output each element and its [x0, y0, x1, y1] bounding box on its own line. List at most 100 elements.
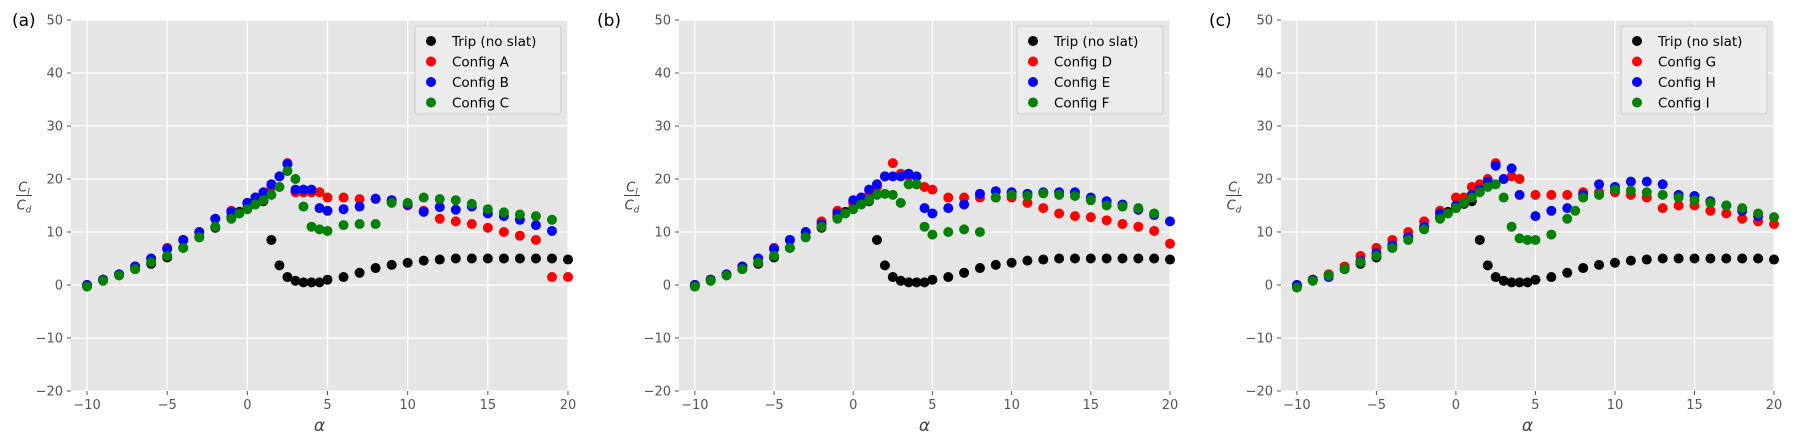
x-tick-label: −10 — [681, 398, 708, 413]
data-point — [974, 263, 985, 274]
y-tick-label: 50 — [46, 14, 63, 29]
data-point — [322, 274, 333, 285]
data-point — [1085, 195, 1096, 206]
data-point — [226, 213, 237, 224]
y-tick-label: 40 — [46, 67, 63, 82]
data-point — [974, 227, 985, 237]
data-point — [1506, 171, 1517, 182]
data-point — [1657, 189, 1668, 200]
x-tick-label: 15 — [1083, 398, 1100, 413]
data-point — [1022, 190, 1033, 201]
x-axis-label: α — [919, 416, 930, 436]
data-point — [1165, 254, 1175, 265]
panel-label: (a) — [12, 11, 36, 31]
data-point — [354, 267, 365, 278]
legend-entry: Config E — [1054, 75, 1110, 91]
data-point — [546, 214, 557, 225]
legend-entry: Config A — [452, 55, 510, 71]
data-point — [1085, 212, 1096, 223]
data-point — [290, 174, 301, 184]
data-point — [1387, 242, 1398, 253]
data-point — [1673, 200, 1684, 211]
y-label-denominator: Cd — [17, 199, 32, 216]
data-point — [563, 254, 573, 265]
legend-entry: Config I — [1658, 96, 1710, 112]
data-point — [1490, 272, 1501, 283]
data-point — [879, 171, 890, 182]
legend-entry: Trip (no slat) — [1657, 34, 1742, 50]
data-point — [338, 272, 349, 283]
data-point — [1514, 174, 1525, 184]
data-point — [1498, 275, 1509, 286]
data-point — [864, 184, 875, 195]
data-point — [1625, 176, 1636, 187]
data-point — [314, 187, 325, 198]
x-tick-label: 15 — [1686, 398, 1703, 413]
x-tick-label: 20 — [560, 398, 577, 413]
data-point — [306, 221, 317, 232]
data-point — [990, 259, 1001, 270]
data-point — [1721, 253, 1732, 264]
data-point — [1530, 189, 1541, 200]
data-point — [895, 197, 906, 208]
data-point — [769, 243, 780, 254]
data-point — [1474, 234, 1485, 245]
data-point — [1530, 274, 1541, 285]
data-point — [705, 275, 716, 286]
y-tick-label: 0 — [663, 279, 671, 294]
data-point — [162, 250, 173, 261]
y-label-numerator: Cl — [1228, 181, 1240, 198]
x-tick-label: 0 — [1452, 398, 1460, 413]
data-point — [1149, 208, 1160, 219]
y-tick-label: 20 — [46, 173, 63, 188]
x-tick-label: −10 — [1283, 398, 1310, 413]
data-point — [1291, 282, 1302, 293]
data-point — [290, 275, 301, 286]
data-point — [943, 192, 954, 203]
x-tick-label: 5 — [928, 398, 936, 413]
data-point — [1323, 270, 1334, 281]
data-point — [856, 199, 867, 210]
data-point — [1133, 221, 1144, 232]
y-tick-label: 20 — [1256, 173, 1273, 188]
data-point — [466, 253, 477, 264]
data-point — [234, 208, 245, 219]
y-label-denominator: Cd — [1227, 199, 1242, 216]
x-tick-label: 0 — [243, 398, 251, 413]
data-point — [1562, 267, 1573, 278]
data-point — [1054, 189, 1065, 200]
data-point — [1133, 253, 1144, 264]
data-point — [959, 267, 970, 278]
data-point — [848, 195, 859, 206]
data-point — [840, 208, 851, 219]
data-point — [482, 204, 493, 215]
data-point — [314, 203, 325, 214]
data-point — [274, 181, 285, 192]
data-point — [927, 274, 938, 285]
data-point — [1673, 253, 1684, 264]
data-point — [887, 272, 898, 283]
data-point — [1522, 277, 1533, 288]
data-point — [546, 272, 557, 283]
data-point — [769, 250, 780, 261]
data-point — [1419, 224, 1430, 235]
data-point — [338, 192, 349, 203]
data-point — [927, 208, 938, 219]
data-point — [514, 209, 525, 220]
data-point — [1149, 253, 1160, 264]
data-point — [1753, 253, 1764, 264]
data-point — [1705, 253, 1716, 264]
legend: Trip (no slat) Config D Config E Config F — [1016, 25, 1164, 115]
data-point — [322, 205, 333, 216]
x-tick-label: 10 — [399, 398, 416, 413]
y-tick-label: 10 — [654, 226, 671, 241]
y-tick-label: 0 — [55, 279, 63, 294]
y-label-denominator: Cd — [625, 199, 640, 216]
data-point — [1570, 205, 1581, 216]
data-point — [266, 234, 277, 245]
data-point — [1625, 255, 1636, 266]
data-point — [1705, 205, 1716, 216]
data-point — [1403, 234, 1414, 245]
series-4 — [1291, 179, 1779, 293]
data-point — [864, 195, 875, 206]
